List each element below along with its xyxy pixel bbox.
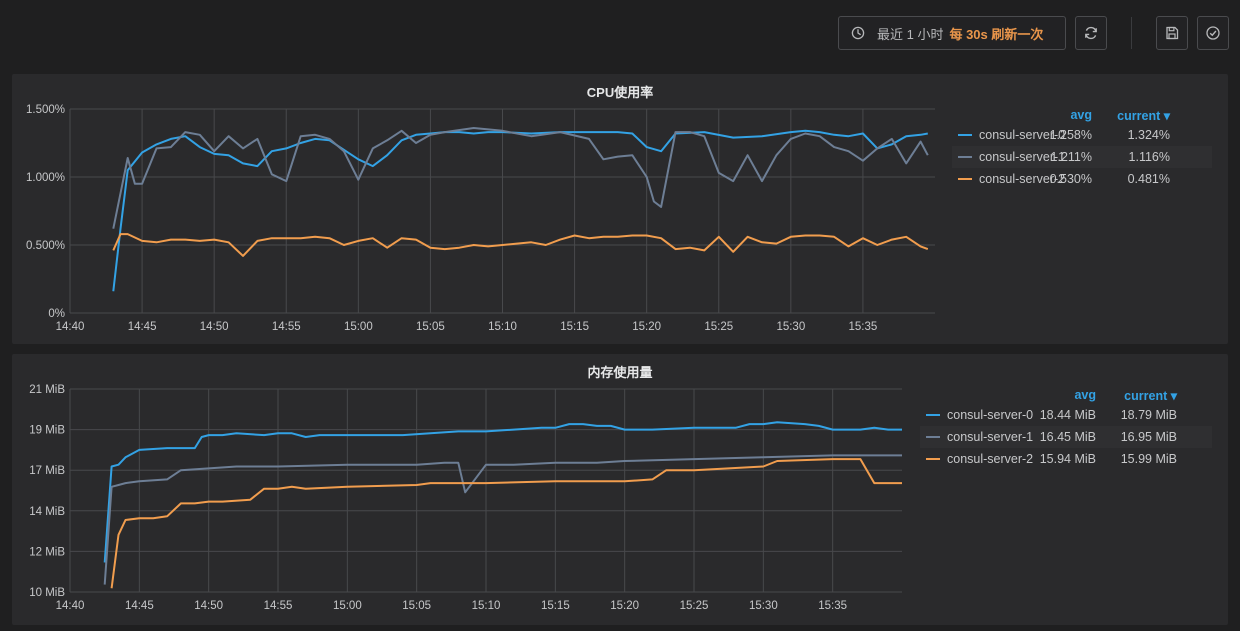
cpu-usage-panel: CPU使用率 0% 0.500% 1.000% 1.500% 14:40 14:45 14:… [12,74,1228,344]
x-tick-label: 15:30 [749,600,778,612]
legend-avg-value: 16.45 MiB [1039,430,1096,444]
x-tick-label: 14:55 [264,600,293,612]
legend-row[interactable]: consul-server-1 16.45 MiB 16.95 MiB [920,426,1212,448]
legend-series-name: consul-server-1 [979,150,1066,164]
y-tick-label: 17 MiB [29,465,65,477]
y-tick-label: 1.500% [26,104,65,116]
legend-swatch [958,134,972,136]
x-tick-label: 15:20 [610,600,639,612]
x-tick-label: 15:15 [541,600,570,612]
toolbar-divider [1131,17,1132,49]
legend-swatch [926,436,940,438]
y-tick-label: 10 MiB [29,587,65,599]
x-tick-label: 15:35 [818,600,847,612]
refresh-interval-label: 每 30s 刷新一次 [949,26,1044,42]
legend-series-name: consul-server-0 [947,408,1034,422]
memory-usage-chart[interactable]: 10 MiB 12 MiB 14 MiB 17 MiB 19 MiB 21 MiB 14:4… [12,354,1228,625]
x-tick-label: 15:05 [402,600,431,612]
legend-series-name: consul-server-0 [979,128,1066,142]
legend-swatch [958,156,972,158]
legend-swatch [926,414,940,416]
x-tick-label: 14:45 [125,600,154,612]
x-tick-label: 14:40 [56,321,85,333]
panel-title: 内存使用量 [587,365,653,380]
legend-series-name: consul-server-2 [947,452,1034,466]
series-line-consul-server-0[interactable] [112,129,928,292]
y-tick-label: 0% [48,308,65,320]
legend-avg-value: 15.94 MiB [1039,452,1096,466]
series-line-consul-server-1[interactable] [112,127,929,229]
dashboard-toolbar: 最近 1 小时 每 30s 刷新一次 [0,0,1240,66]
save-dashboard-button[interactable] [1156,16,1188,50]
legend-row[interactable]: consul-server-0 1.258% 1.324% [952,124,1212,146]
x-tick-label: 15:35 [849,321,878,333]
legend-row[interactable]: consul-server-1 1.211% 1.116% [952,146,1212,168]
legend-avg-value: 0.530% [1049,172,1092,186]
legend-current-value: 15.99 MiB [1120,452,1177,466]
y-tick-label: 12 MiB [29,546,65,558]
legend-row[interactable]: consul-server-2 0.530% 0.481% [952,168,1212,190]
x-tick-label: 15:05 [416,321,445,333]
y-tick-label: 1.000% [26,172,65,184]
series-line-consul-server-2[interactable] [112,233,929,257]
x-tick-label: 15:25 [704,321,733,333]
y-tick-label: 0.500% [26,240,65,252]
legend-current-value: 16.95 MiB [1120,430,1177,444]
memory-usage-panel: 内存使用量 10 MiB 12 MiB 14 MiB 17 MiB 19 MiB 21 M… [12,354,1228,625]
settings-check-button[interactable] [1197,16,1229,50]
memory-usage-legend: avg current ▾ consul-server-0 18.44 MiB 18.7… [920,388,1212,488]
legend-header-avg[interactable]: avg [1074,388,1096,402]
x-tick-label: 14:50 [200,321,229,333]
save-icon [1166,26,1179,40]
panel-title: CPU使用率 [586,85,654,100]
series-line-consul-server-0[interactable] [103,421,902,563]
legend-swatch [926,458,940,460]
x-tick-label: 14:55 [272,321,301,333]
x-tick-label: 15:30 [776,321,805,333]
legend-header-current[interactable]: current ▾ [1124,389,1177,403]
legend-current-value: 1.116% [1128,150,1170,164]
refresh-icon [1085,26,1097,40]
legend-series-name: consul-server-1 [947,430,1034,444]
legend-header-avg[interactable]: avg [1070,108,1092,122]
clock-icon [851,26,865,40]
series-line-consul-server-1[interactable] [103,454,902,585]
legend-row[interactable]: consul-server-2 15.94 MiB 15.99 MiB [920,448,1212,470]
time-range-picker[interactable]: 最近 1 小时 每 30s 刷新一次 [838,16,1066,50]
x-tick-label: 14:45 [128,321,157,333]
legend-row[interactable]: consul-server-0 18.44 MiB 18.79 MiB [920,404,1212,426]
legend-header-current[interactable]: current ▾ [1117,109,1170,123]
y-tick-label: 14 MiB [29,506,65,518]
legend-current-value: 18.79 MiB [1120,408,1177,422]
legend-current-value: 0.481% [1127,172,1170,186]
legend-avg-value: 18.44 MiB [1039,408,1096,422]
legend-swatch [958,178,972,180]
check-icon [1206,26,1220,40]
refresh-button[interactable] [1075,16,1107,50]
cpu-usage-chart[interactable]: 0% 0.500% 1.000% 1.500% 14:40 14:45 14:50 14:55… [12,74,1228,344]
x-tick-label: 15:20 [632,321,661,333]
legend-current-value: 1.324% [1127,128,1170,142]
x-tick-label: 15:10 [472,600,501,612]
cpu-usage-legend: avg current ▾ consul-server-0 1.258% 1.324% c… [952,108,1212,208]
series-line-consul-server-2[interactable] [110,458,902,589]
y-tick-label: 19 MiB [29,425,65,437]
x-tick-label: 14:50 [194,600,223,612]
time-range-label: 最近 1 小时 [877,26,944,42]
legend-avg-value: 1.211% [1050,150,1092,164]
x-tick-label: 14:40 [56,600,85,612]
y-tick-label: 21 MiB [29,384,65,396]
x-tick-label: 15:25 [680,600,709,612]
legend-avg-value: 1.258% [1049,128,1092,142]
legend-series-name: consul-server-2 [979,172,1066,186]
x-tick-label: 15:15 [560,321,589,333]
x-tick-label: 15:00 [344,321,373,333]
x-tick-label: 15:10 [488,321,517,333]
x-tick-label: 15:00 [333,600,362,612]
